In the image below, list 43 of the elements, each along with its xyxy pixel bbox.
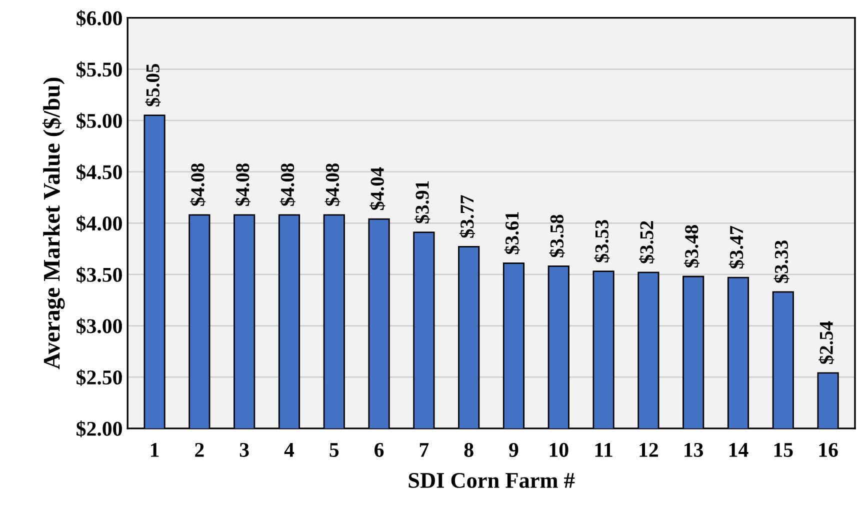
x-tick-label: 4 [284, 443, 294, 457]
x-tick-label: 7 [420, 443, 429, 457]
data-label: $3.61 [504, 212, 520, 254]
data-label: $4.08 [324, 163, 340, 206]
x-tick-label: 10 [550, 442, 568, 457]
data-label: $3.53 [594, 220, 610, 262]
y-tick-label: $5.50 [76, 61, 122, 78]
x-tick-label: 2 [195, 442, 204, 457]
data-label: $3.91 [414, 181, 430, 224]
data-label: $4.08 [280, 163, 296, 206]
y-tick-label: $6.00 [76, 10, 122, 27]
data-label: $2.54 [818, 321, 834, 364]
x-tick-label: 14 [729, 442, 748, 457]
data-label: $4.08 [190, 163, 206, 206]
x-tick-label: 6 [374, 442, 384, 457]
x-tick-label: 9 [509, 442, 518, 457]
y-tick-label: $3.00 [76, 318, 122, 335]
x-tick-label: 1 [151, 442, 159, 457]
y-tick-label: $5.00 [76, 112, 122, 130]
x-tick-label: 3 [240, 442, 249, 457]
y-tick-label: $2.50 [76, 369, 122, 386]
data-label: $3.48 [684, 225, 700, 268]
y-axis-title: Average Market Value ($/bu) [42, 78, 65, 370]
x-axis-title: SDI Corn Farm # [408, 473, 575, 488]
data-label: $3.58 [549, 214, 565, 258]
y-tick-label: $3.50 [76, 266, 122, 284]
data-label: $4.04 [370, 167, 386, 210]
data-label: $5.05 [145, 64, 161, 106]
data-label: $4.08 [234, 163, 250, 206]
data-label: $3.77 [459, 195, 475, 238]
y-tick-label: $2.00 [76, 420, 122, 438]
y-tick-label: $4.00 [76, 215, 122, 232]
x-tick-label: 11 [595, 442, 612, 457]
data-label: $3.47 [728, 226, 744, 268]
x-tick-label: 8 [464, 442, 474, 457]
x-tick-label: 16 [819, 442, 838, 457]
x-tick-label: 5 [330, 443, 339, 457]
x-tick-label: 12 [640, 442, 658, 457]
data-label: $3.33 [774, 240, 790, 283]
data-label: $3.52 [639, 221, 655, 264]
x-tick-label: 13 [684, 442, 704, 457]
y-tick-label: $4.50 [76, 164, 122, 181]
x-tick-label: 15 [774, 442, 793, 457]
